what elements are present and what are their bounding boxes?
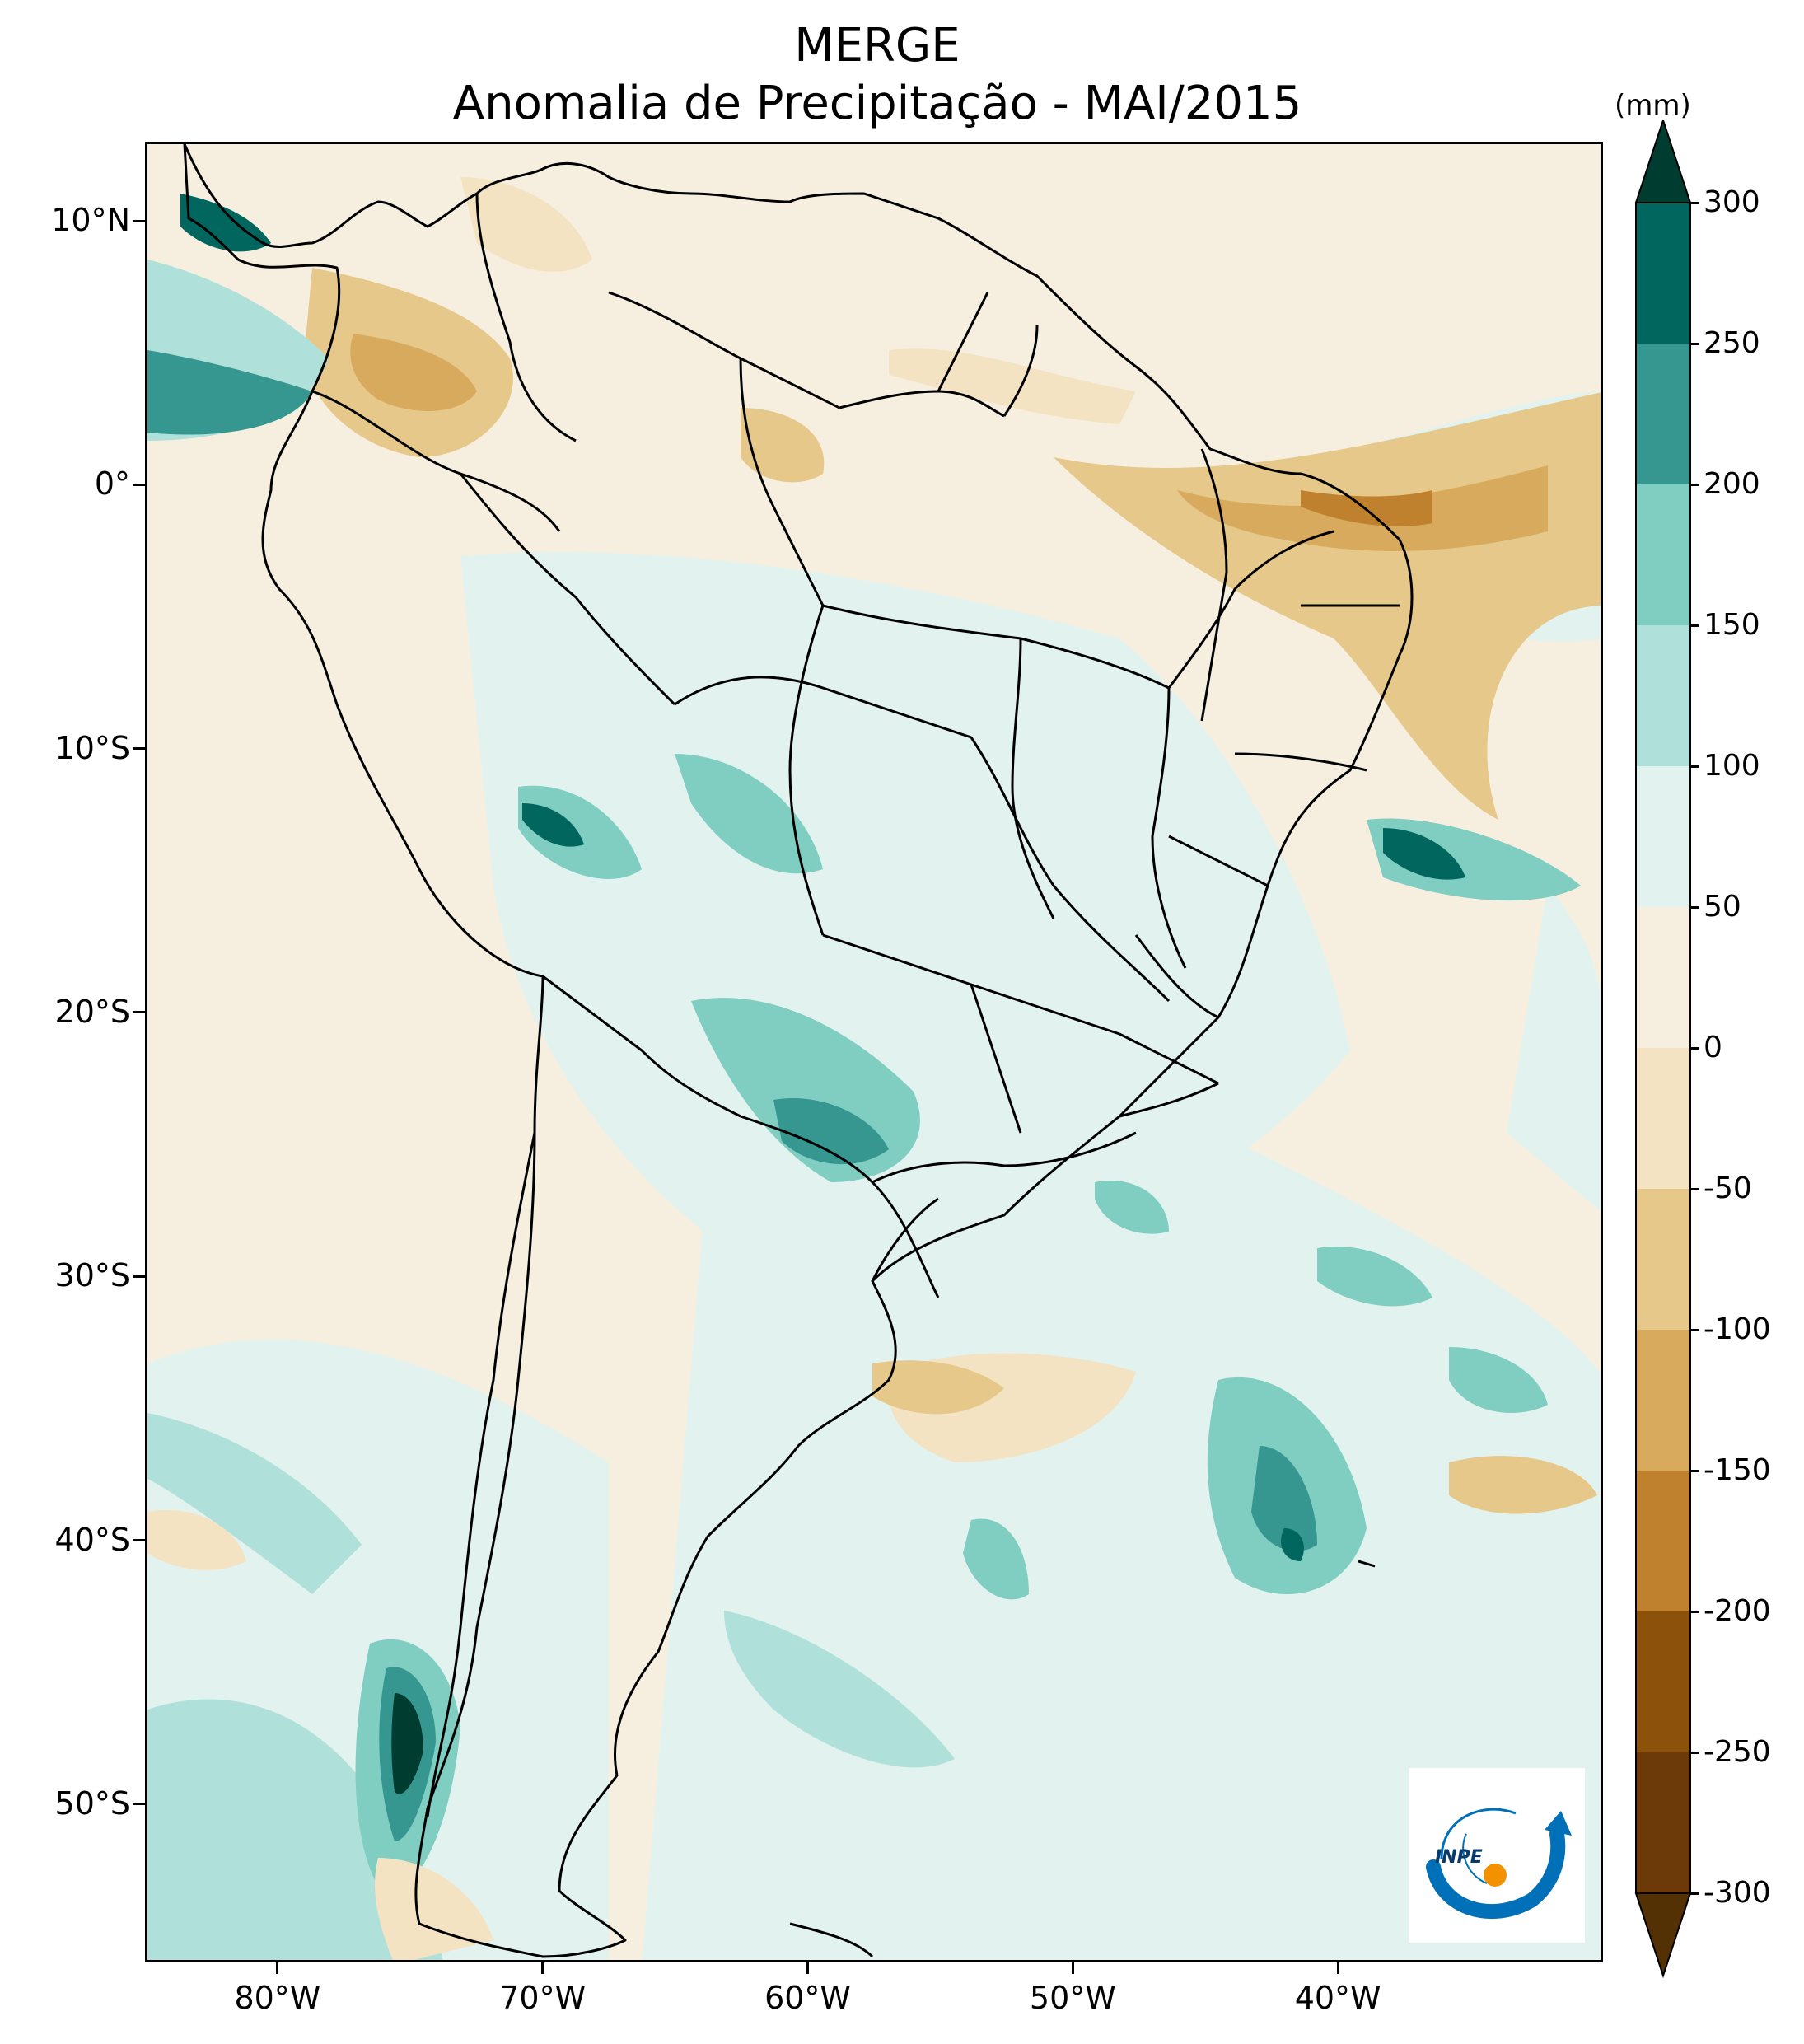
y-tick-mark	[133, 1803, 145, 1806]
y-tick-label: 20°S	[54, 993, 130, 1030]
x-tick-mark	[1071, 1962, 1074, 1974]
y-tick-label: 10°N	[51, 202, 130, 239]
inpe-logo-graphic: INPE	[1426, 1808, 1572, 1919]
colorbar-tick	[1689, 342, 1699, 345]
colorbar-tick	[1689, 624, 1699, 627]
colorbar-block	[1636, 1471, 1690, 1611]
colorbar-label: 50	[1704, 890, 1741, 924]
x-tick-label: 80°W	[234, 1980, 321, 2016]
y-tick-label: 40°S	[54, 1521, 130, 1558]
x-tick-mark	[276, 1962, 279, 1974]
colorbar-tick	[1689, 1187, 1699, 1190]
colorbar-label: -250	[1704, 1735, 1771, 1769]
x-tick-mark	[541, 1962, 544, 1974]
x-tick-mark	[806, 1962, 810, 1974]
map-subtitle: Anomalia de Precipitação - MAI/2015	[452, 77, 1302, 130]
y-tick-mark	[133, 1011, 145, 1014]
colorbar-tick	[1689, 483, 1699, 486]
colorbar-label: 200	[1704, 467, 1760, 501]
anomaly-map	[147, 144, 1601, 1960]
colorbar-tick	[1689, 1892, 1699, 1895]
y-tick-label: 30°S	[54, 1257, 130, 1294]
colorbar-label: 0	[1704, 1031, 1722, 1064]
colorbar-tick	[1689, 1610, 1699, 1613]
x-tick-label: 40°W	[1294, 1980, 1381, 2016]
colorbar-extend-min	[1634, 1892, 1692, 1979]
colorbar-block	[1636, 484, 1690, 625]
colorbar-tick	[1689, 201, 1699, 204]
coastlines-and-borders	[183, 144, 1414, 1958]
colorbar-block	[1636, 1048, 1690, 1189]
inpe-logo-text: INPE	[1435, 1847, 1483, 1868]
colorbar-block	[1636, 1189, 1690, 1330]
colorbar-block	[1636, 203, 1690, 344]
colorbar-tick	[1689, 1751, 1699, 1754]
colorbar-label: 150	[1704, 608, 1760, 642]
y-tick-mark	[133, 747, 145, 751]
colorbar-tick	[1689, 1328, 1699, 1331]
colorbar	[1634, 120, 1692, 1979]
colorbar-extend-max	[1634, 120, 1692, 203]
colorbar-block	[1636, 625, 1690, 766]
colorbar-block	[1636, 1611, 1690, 1752]
y-tick-label: 0°	[94, 465, 130, 503]
y-tick-label: 10°S	[54, 729, 130, 766]
colorbar-tick	[1689, 1469, 1699, 1472]
inpe-logo: INPE	[1409, 1768, 1585, 1943]
colorbar-block	[1636, 1752, 1690, 1893]
colorbar-label: 250	[1704, 326, 1760, 360]
colorbar-block	[1636, 907, 1690, 1048]
y-tick-label: 50°S	[54, 1784, 130, 1822]
colorbar-tick	[1689, 765, 1699, 768]
y-tick-mark	[133, 1539, 145, 1542]
x-tick-mark	[1336, 1962, 1339, 1974]
colorbar-label: 300	[1704, 185, 1760, 219]
colorbar-label: 100	[1704, 749, 1760, 783]
y-tick-mark	[133, 219, 145, 222]
colorbar-label: -200	[1704, 1594, 1771, 1628]
colorbar-unit: (mm)	[1615, 89, 1691, 122]
colorbar-tick	[1689, 1046, 1699, 1050]
colorbar-block	[1636, 344, 1690, 484]
y-tick-mark	[133, 483, 145, 486]
x-tick-label: 70°W	[499, 1980, 587, 2016]
colorbar-blocks	[1634, 120, 1692, 1979]
colorbar-label: -300	[1704, 1876, 1771, 1910]
map-title: MERGE	[794, 19, 960, 72]
colorbar-label: -50	[1704, 1172, 1752, 1205]
colorbar-block	[1636, 1330, 1690, 1471]
y-tick-mark	[133, 1275, 145, 1278]
x-tick-label: 50°W	[1029, 1980, 1116, 2016]
colorbar-label: -150	[1704, 1453, 1771, 1487]
colorbar-label: -100	[1704, 1312, 1771, 1346]
map-plot-area	[145, 142, 1603, 1962]
x-tick-label: 60°W	[764, 1980, 851, 2016]
anomaly-fields	[147, 177, 1601, 1960]
colorbar-tick	[1689, 905, 1699, 909]
colorbar-block	[1636, 766, 1690, 907]
